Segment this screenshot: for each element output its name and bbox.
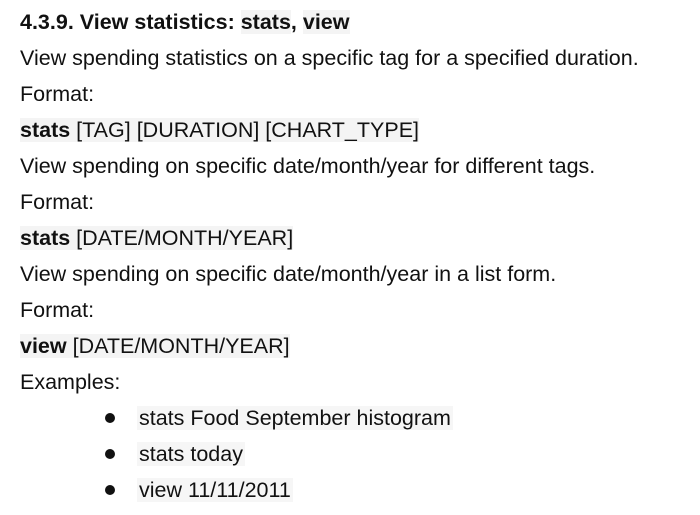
command-stats-title: stats xyxy=(240,10,291,34)
format-args-3: [DATE/MONTH/YEAR] xyxy=(66,334,290,358)
format-line-1: stats [TAG] [DURATION] [CHART_TYPE] xyxy=(20,112,700,148)
format-line-2: stats [DATE/MONTH/YEAR] xyxy=(20,220,700,256)
description-view-list: View spending on specific date/month/yea… xyxy=(20,262,557,286)
example-text: stats Food September histogram xyxy=(137,406,453,430)
bullet-icon xyxy=(105,413,115,423)
format-command-2: stats xyxy=(20,226,71,250)
list-item: stats today xyxy=(20,436,700,472)
examples-label: Examples: xyxy=(20,370,121,394)
format-args-1: [TAG] [DURATION] [CHART_TYPE] xyxy=(70,118,420,142)
command-view-title: view xyxy=(302,10,350,34)
bullet-icon xyxy=(105,449,115,459)
format-line-3: view [DATE/MONTH/YEAR] xyxy=(20,328,700,364)
examples-list: stats Food September histogram stats tod… xyxy=(20,400,700,508)
format-args-2: [DATE/MONTH/YEAR] xyxy=(70,226,294,250)
format-label-2: Format: xyxy=(20,190,95,214)
format-label-3: Format: xyxy=(20,298,95,322)
title-separator: , xyxy=(290,10,303,34)
list-item: stats Food September histogram xyxy=(20,400,700,436)
format-command-3: view xyxy=(20,334,67,358)
section-title-prefix: View statistics: xyxy=(79,10,241,34)
description-stats-tag: View spending statistics on a specific t… xyxy=(20,46,639,70)
list-item: view 11/11/2011 xyxy=(20,472,700,508)
section-number: 4.3.9. xyxy=(20,10,74,34)
section-heading: 4.3.9. View statistics: stats, view xyxy=(20,4,700,40)
example-text: view 11/11/2011 xyxy=(137,478,293,502)
document-body: 4.3.9. View statistics: stats, view View… xyxy=(20,4,700,508)
example-text: stats today xyxy=(137,442,245,466)
bullet-icon xyxy=(105,485,115,495)
format-label-1: Format: xyxy=(20,82,95,106)
description-stats-date: View spending on specific date/month/yea… xyxy=(20,154,596,178)
format-command-1: stats xyxy=(20,118,71,142)
